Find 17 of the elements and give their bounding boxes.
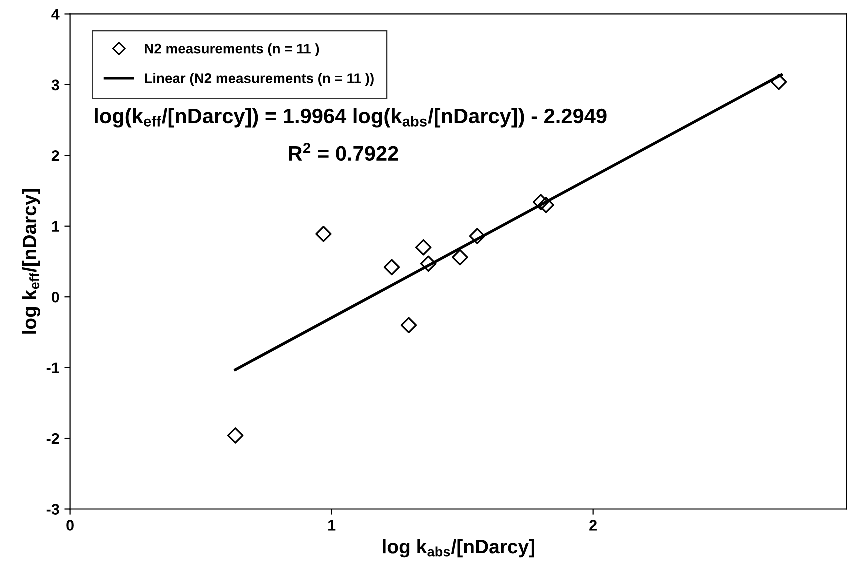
y-axis-title: log k$_{eff}$/[nDarcy]: [22, 189, 40, 334]
y-tick-label: 1: [52, 221, 60, 232]
y-tick-label: 2: [52, 150, 60, 162]
y-tick-label: 0: [52, 292, 60, 303]
x-tick-label: 2: [590, 520, 597, 531]
annotation: log(k$_{eff}$/[nDarcy]) = 1.9964 log(k$_{abs}$/[nDarcy]) - 2.2949: [95, 108, 607, 128]
x-tick-label: 0: [66, 520, 74, 531]
y-tick-label: 3: [52, 80, 60, 91]
y-tick-label: 4: [52, 9, 60, 20]
legend-label: N2 measurements (n = 11 ): [145, 44, 320, 57]
y-tick-label: -2: [46, 433, 60, 444]
x-tick-label: 1: [328, 520, 336, 531]
y-tick-label: -3: [46, 504, 60, 515]
x-axis-title: log k$_{abs}$/[nDarcy]: [383, 539, 534, 558]
legend-label: Linear (N2 measurements (n = 11 )): [145, 73, 374, 86]
annotation: R$^{2}$ = 0.7922: [289, 142, 398, 162]
y-tick-label: -1: [46, 362, 60, 374]
